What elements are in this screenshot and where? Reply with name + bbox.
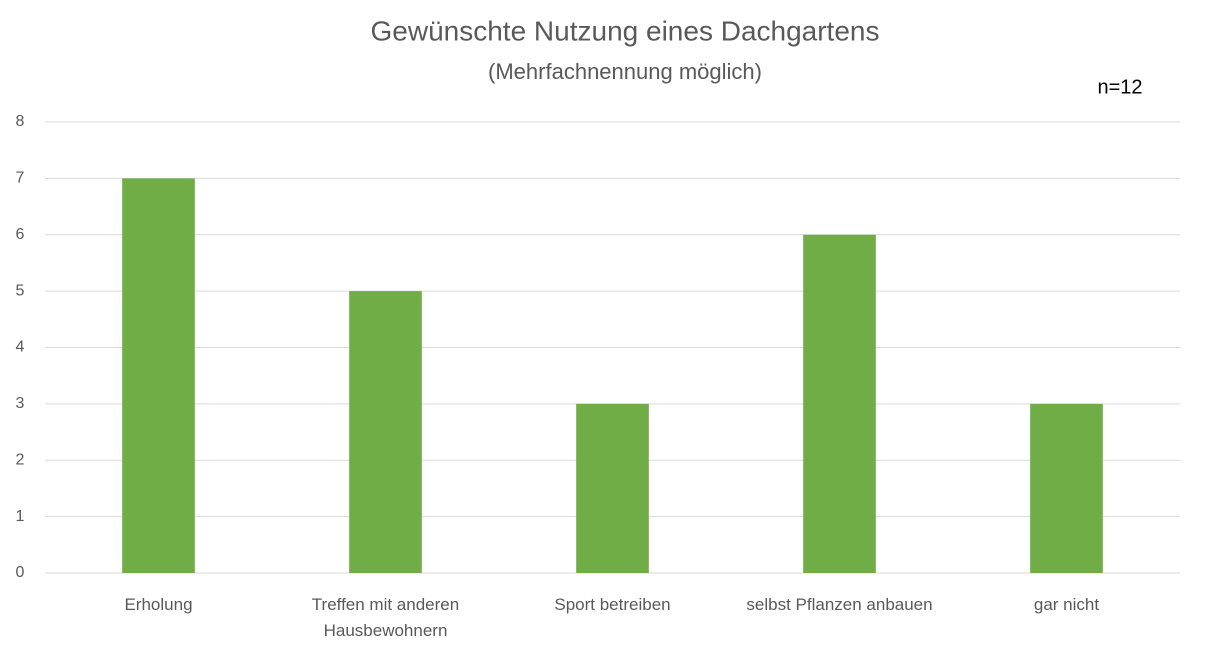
x-tick-label: selbst Pflanzen anbauen bbox=[746, 595, 933, 614]
y-tick-label: 7 bbox=[16, 170, 25, 187]
y-tick-label: 1 bbox=[16, 508, 25, 525]
y-tick-label: 0 bbox=[16, 564, 25, 581]
bar bbox=[122, 178, 195, 573]
bar bbox=[349, 291, 422, 573]
y-tick-label: 3 bbox=[16, 395, 25, 412]
chart-title: Gewünschte Nutzung eines Dachgartens bbox=[371, 15, 880, 46]
chart-subtitle: (Mehrfachnennung möglich) bbox=[488, 59, 762, 84]
bar bbox=[576, 403, 649, 573]
y-tick-label: 8 bbox=[16, 113, 25, 130]
x-tick-label: gar nicht bbox=[1033, 595, 1100, 614]
x-tick-label: Erholung bbox=[124, 595, 193, 614]
y-tick-label: 2 bbox=[16, 451, 25, 468]
y-tick-label: 6 bbox=[16, 226, 25, 243]
x-tick-label: Sport betreiben bbox=[554, 595, 671, 614]
y-tick-label: 4 bbox=[16, 339, 25, 356]
x-tick-label: Treffen mit anderen Hausbewohnern bbox=[311, 595, 460, 640]
bar bbox=[1030, 403, 1103, 573]
y-tick-label: 5 bbox=[16, 282, 25, 299]
bar bbox=[803, 234, 876, 573]
annotation: n=12 bbox=[1097, 76, 1142, 98]
